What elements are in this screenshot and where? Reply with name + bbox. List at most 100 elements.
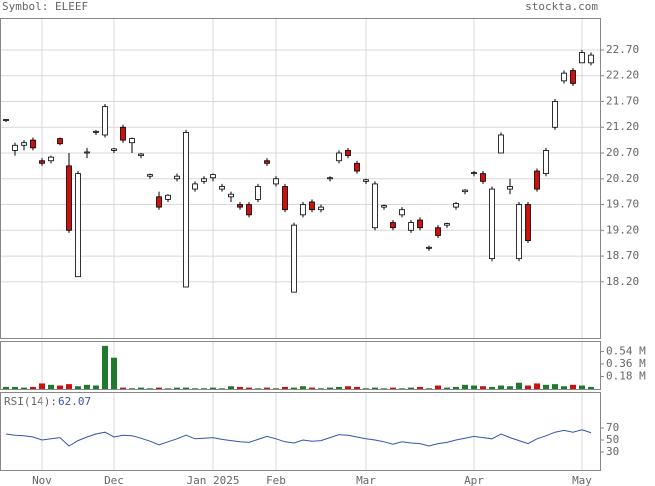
y-tick-label: 22.70 — [606, 43, 639, 56]
candle-body — [75, 173, 81, 278]
candle-body — [498, 134, 504, 154]
candle-body — [570, 70, 576, 84]
candle-body — [552, 101, 558, 128]
x-tick-label: Apr — [464, 474, 484, 486]
candle-body — [336, 152, 342, 162]
volume-bar — [111, 357, 117, 389]
candle-body — [381, 205, 387, 208]
volume-bar — [246, 387, 252, 389]
y-tick-label: 19.70 — [606, 198, 639, 211]
volume-bar — [318, 388, 324, 389]
candle-body — [129, 138, 135, 144]
rsi-panel — [0, 392, 601, 471]
volume-bar — [453, 386, 459, 389]
volume-bar — [66, 384, 72, 389]
volume-bar — [210, 387, 216, 389]
volume-bar — [543, 384, 549, 389]
candle-body — [480, 173, 486, 182]
y-tick-label: 0.54 M — [606, 344, 646, 357]
candle-body — [300, 204, 306, 216]
volume-bar — [417, 386, 423, 389]
y-tick-label: 70 — [606, 421, 619, 434]
candle-body — [264, 160, 270, 164]
candle-body — [273, 178, 279, 185]
volume-panel — [0, 341, 601, 390]
volume-bar — [264, 387, 270, 389]
volume-bar — [138, 387, 144, 389]
candle-body — [66, 165, 72, 231]
candle-body — [219, 186, 225, 190]
volume-bar — [345, 386, 351, 389]
candle-body — [3, 119, 9, 121]
volume-bar — [579, 385, 585, 389]
volume-bar — [444, 387, 450, 389]
candle-body — [48, 156, 54, 162]
candle-body — [156, 196, 162, 208]
candle-body — [165, 194, 171, 200]
volume-bar — [255, 388, 261, 389]
y-tick-label: 20.20 — [606, 172, 639, 185]
volume-bar — [354, 386, 360, 389]
y-tick-label: 19.20 — [606, 223, 639, 236]
volume-bar — [120, 387, 126, 389]
volume-bar — [183, 387, 189, 389]
volume-bar — [219, 388, 225, 389]
y-tick-label: 22.20 — [606, 69, 639, 82]
candle-body — [579, 52, 585, 64]
candle-body — [282, 186, 288, 211]
volume-bar — [129, 388, 135, 389]
volume-bar — [471, 385, 477, 389]
volume-bar — [399, 388, 405, 389]
volume-bar — [381, 388, 387, 389]
candle-body — [543, 150, 549, 175]
volume-bar — [3, 386, 9, 389]
candle-body — [39, 160, 45, 164]
volume-bar — [570, 384, 576, 389]
candle-body — [174, 175, 180, 180]
volume-bar — [309, 387, 315, 389]
volume-bar — [174, 387, 180, 389]
volume-bar — [75, 386, 81, 389]
volume-bar — [84, 384, 90, 389]
candle-body — [444, 223, 450, 226]
candle-body — [363, 179, 369, 182]
chart-title: Symbol: ELEEF — [2, 0, 88, 13]
candle-body — [111, 148, 117, 151]
volume-bar — [327, 387, 333, 389]
volume-bar — [48, 384, 54, 389]
candle-body — [525, 204, 531, 242]
rsi-value: 62.07 — [58, 395, 91, 408]
candle-body — [327, 177, 333, 180]
candle-body — [84, 151, 90, 154]
candle-body — [417, 219, 423, 229]
volume-bar — [390, 387, 396, 389]
x-tick-label: Feb — [266, 474, 286, 486]
candle-body — [561, 72, 567, 82]
candle-body — [471, 172, 477, 175]
candle-body — [390, 222, 396, 229]
candle-body — [345, 150, 351, 156]
candle-body — [354, 162, 360, 172]
candle-body — [372, 183, 378, 229]
volume-bar — [588, 386, 594, 389]
volume-bar — [39, 383, 45, 389]
volume-bar — [273, 388, 279, 389]
y-tick-label: 18.70 — [606, 249, 639, 262]
candle-body — [183, 131, 189, 288]
volume-bar — [552, 384, 558, 389]
volume-bar — [201, 388, 207, 389]
volume-bar — [300, 386, 306, 389]
x-tick-label: May — [572, 474, 592, 486]
candle-body — [507, 186, 513, 190]
candle-body — [435, 227, 441, 236]
volume-bar — [507, 386, 513, 389]
volume-bar — [363, 388, 369, 389]
volume-bar — [516, 382, 522, 389]
volume-bar — [498, 385, 504, 389]
volume-bar — [102, 345, 108, 389]
candle-body — [201, 178, 207, 182]
candle-body — [453, 203, 459, 208]
y-tick-label: 0.36 M — [606, 357, 646, 370]
candle-body — [57, 138, 63, 145]
